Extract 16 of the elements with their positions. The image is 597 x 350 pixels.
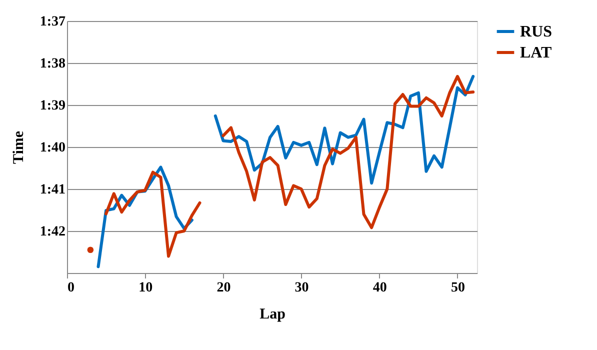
y-tick-label: 1:42	[40, 224, 66, 240]
x-tick-label: 0	[68, 280, 74, 296]
y-tick-label: 1:37	[40, 14, 66, 30]
legend-label: RUS	[520, 24, 552, 40]
y-tick-label: 1:41	[40, 182, 66, 198]
x-tick-label: 20	[216, 280, 231, 296]
y-axis-title: Time	[10, 130, 27, 164]
legend-label: LAT	[520, 44, 552, 62]
y-tick-label: 1:38	[40, 56, 66, 72]
x-tick-label: 40	[372, 280, 387, 296]
x-axis-title: Lap	[260, 306, 286, 322]
y-tick-label: 1:39	[40, 98, 66, 114]
x-tick-label: 50	[450, 280, 465, 296]
y-tick-label: 1:40	[40, 140, 66, 156]
x-tick-label: 10	[138, 280, 153, 296]
x-tick-label: 30	[294, 280, 309, 296]
